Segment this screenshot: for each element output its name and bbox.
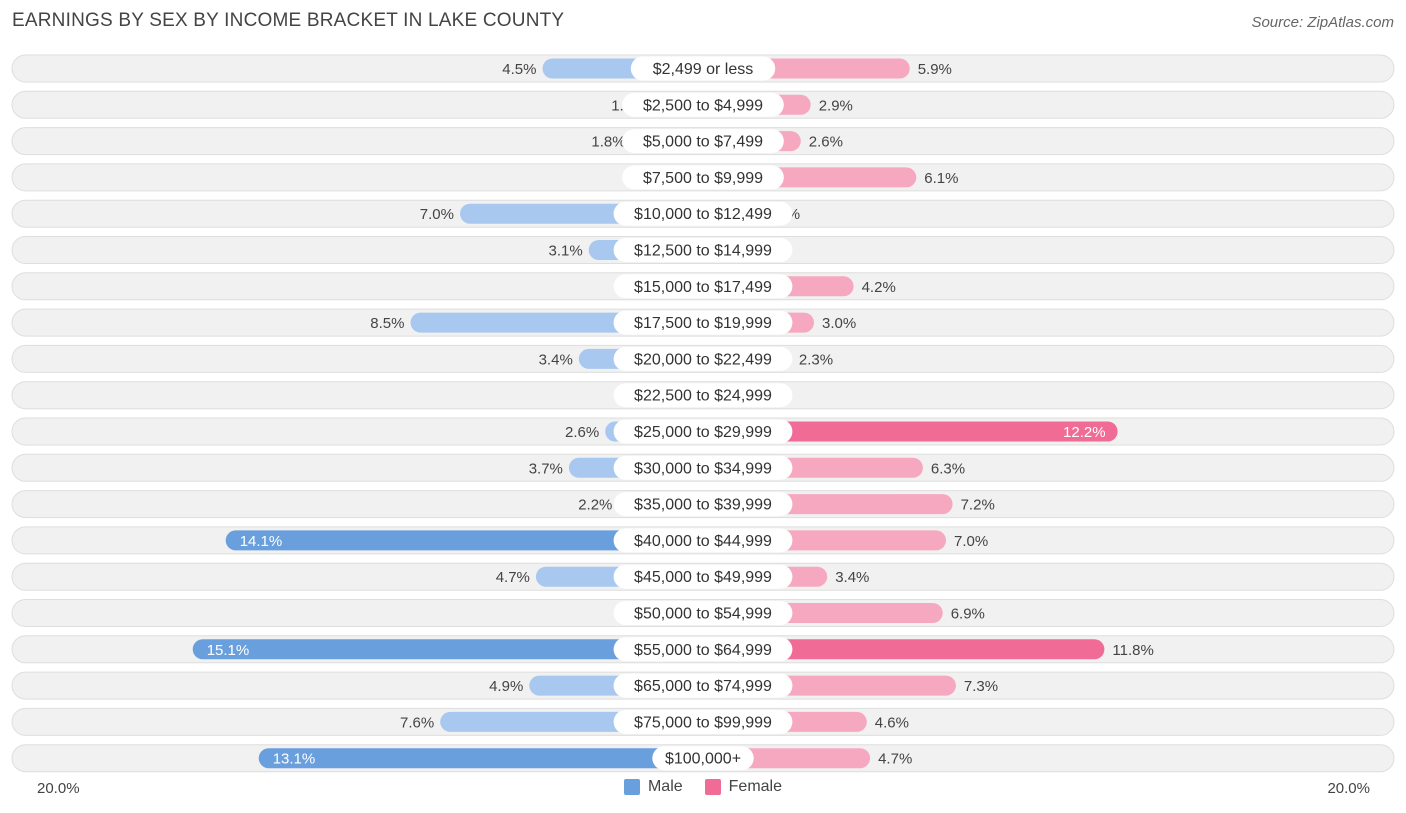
male-value-label: 4.9%	[489, 678, 523, 695]
category-label: $2,500 to $4,999	[643, 97, 763, 114]
category-pill	[652, 746, 754, 771]
male-value-label: 1.8%	[591, 134, 625, 151]
chart-title: EARNINGS BY SEX BY INCOME BRACKET IN LAK…	[12, 10, 565, 31]
female-value-label: 6.1%	[924, 170, 958, 187]
male-value-label: 2.6%	[565, 424, 599, 441]
legend-swatch-male	[623, 779, 640, 795]
category-label: $100,000+	[665, 751, 741, 768]
category-label: $5,000 to $7,499	[643, 134, 763, 151]
category-pill	[613, 455, 793, 480]
category-label: $22,500 to $24,999	[634, 388, 772, 405]
category-pill	[622, 165, 784, 190]
category-pill	[613, 709, 793, 734]
source-label: Source: ZipAtlas.com	[1251, 14, 1394, 31]
male-value-label: 7.6%	[400, 714, 434, 731]
axis-label-right: 20.0%	[1327, 780, 1370, 797]
female-value-label: 7.3%	[964, 678, 998, 695]
legend: Male Female	[0, 778, 1406, 796]
category-label: $10,000 to $12,499	[634, 206, 772, 223]
category-label: $50,000 to $54,999	[634, 606, 772, 623]
category-label: $20,000 to $22,499	[634, 351, 772, 368]
category-pill	[613, 564, 793, 589]
male-value-label: 2.2%	[578, 497, 612, 514]
category-pill	[613, 601, 793, 625]
female-value-label: 11.8%	[1112, 642, 1153, 659]
category-label: $35,000 to $39,999	[634, 497, 772, 514]
category-pill	[613, 346, 793, 371]
female-value-label: 12.2%	[1063, 424, 1106, 441]
category-pill	[622, 129, 784, 154]
category-pill	[613, 201, 793, 226]
male-value-label: 8.5%	[370, 315, 404, 332]
male-value-label: 4.7%	[496, 569, 530, 586]
category-label: $15,000 to $17,499	[634, 279, 772, 296]
legend-item-male: Male	[623, 778, 683, 796]
category-label: $40,000 to $44,999	[634, 533, 772, 550]
category-pill	[613, 383, 793, 408]
female-bar	[703, 639, 1105, 660]
male-value-label: 13.1%	[273, 751, 316, 768]
female-value-label: 4.6%	[875, 714, 909, 731]
female-value-label: 4.7%	[878, 751, 912, 768]
male-bar	[192, 639, 703, 660]
female-bar	[703, 421, 1118, 442]
female-value-label: 7.2%	[961, 497, 995, 514]
female-value-label: 7.0%	[954, 533, 988, 550]
male-bar	[258, 748, 703, 769]
category-label: $65,000 to $74,999	[634, 678, 772, 695]
male-bar	[225, 530, 703, 551]
category-label: $45,000 to $49,999	[634, 569, 772, 586]
male-value-label: 3.7%	[529, 460, 563, 477]
category-label: $17,500 to $19,999	[634, 315, 772, 332]
female-value-label: 4.2%	[862, 279, 896, 296]
female-value-label: 2.9%	[819, 97, 853, 114]
male-value-label: 4.5%	[502, 61, 536, 78]
category-label: $7,500 to $9,999	[643, 170, 763, 187]
category-label: $75,000 to $99,999	[634, 714, 772, 731]
legend-item-female: Female	[704, 778, 783, 796]
legend-label-male: Male	[647, 778, 683, 795]
male-value-label: 3.1%	[548, 243, 582, 260]
female-value-label: 3.4%	[835, 569, 869, 586]
legend-label-female: Female	[728, 778, 783, 795]
category-label: $2,499 or less	[653, 61, 754, 78]
female-value-label: 6.3%	[931, 460, 965, 477]
female-value-label: 2.6%	[809, 134, 843, 151]
female-value-label: 5.9%	[918, 61, 952, 78]
category-label: $25,000 to $29,999	[634, 424, 772, 441]
category-label: $30,000 to $34,999	[634, 460, 772, 477]
female-value-label: 2.3%	[799, 351, 833, 368]
category-pill	[613, 274, 793, 299]
legend-swatch-female	[704, 779, 721, 795]
category-pill	[613, 637, 793, 662]
category-pill	[622, 92, 784, 117]
female-value-label: 3.0%	[822, 315, 856, 332]
category-pill	[630, 56, 776, 81]
axis-label-left: 20.0%	[37, 780, 80, 797]
category-pill	[613, 492, 793, 517]
category-pill	[613, 673, 793, 698]
male-value-label: 14.1%	[240, 533, 283, 550]
category-pill	[613, 528, 793, 553]
category-pill	[613, 419, 793, 444]
category-pill	[613, 238, 793, 262]
category-pill	[613, 310, 793, 335]
category-label: $55,000 to $64,999	[634, 642, 772, 659]
male-value-label: 15.1%	[207, 642, 250, 659]
category-label: $12,500 to $14,999	[634, 243, 772, 260]
male-value-label: 7.0%	[420, 206, 454, 223]
male-value-label: 3.4%	[539, 351, 573, 368]
female-value-label: 6.9%	[951, 606, 985, 623]
